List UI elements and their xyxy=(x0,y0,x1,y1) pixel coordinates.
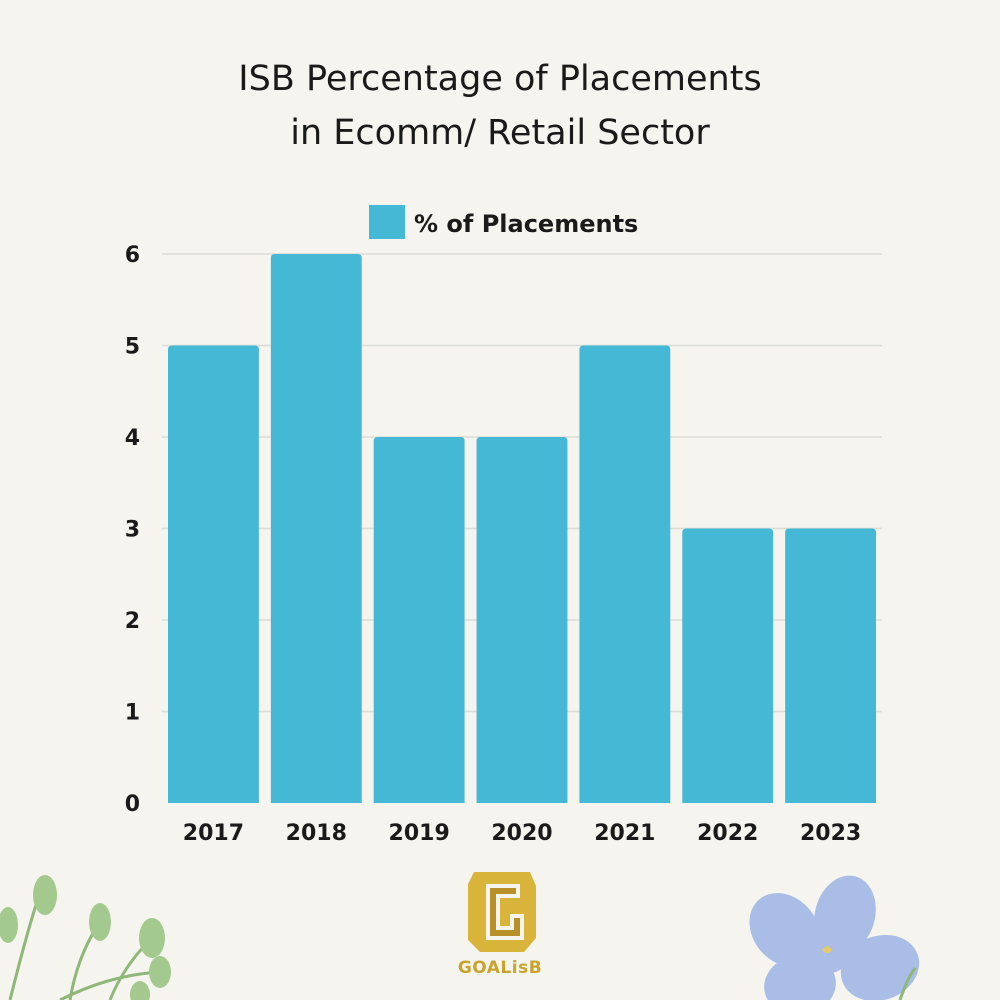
legend-label: % of Placements xyxy=(414,210,638,238)
y-tick-label: 3 xyxy=(125,518,140,543)
x-tick-label-2023: 2023 xyxy=(800,821,861,846)
y-tick-label: 1 xyxy=(125,701,140,726)
x-tick-label-2017: 2017 xyxy=(183,821,244,846)
y-tick-label: 4 xyxy=(125,426,140,451)
legend: % of Placements xyxy=(369,205,638,239)
x-tick-label-2021: 2021 xyxy=(594,821,655,846)
bar-2023 xyxy=(785,528,876,803)
bars xyxy=(168,254,876,803)
y-axis-ticks: 0 1 2 3 4 5 6 xyxy=(125,243,140,817)
bar-2021 xyxy=(579,345,671,803)
blue-flower-icon xyxy=(749,875,920,1000)
y-tick-label: 0 xyxy=(125,792,140,817)
x-tick-label-2019: 2019 xyxy=(389,821,450,846)
goalisb-logo-icon xyxy=(468,872,536,952)
x-tick-label-2020: 2020 xyxy=(491,821,552,846)
bar-2019 xyxy=(373,437,465,803)
bar-2017 xyxy=(168,345,259,803)
x-axis-ticks: 2017 2018 2019 2020 2021 2022 2023 xyxy=(183,821,861,846)
leafy-sprig-icon xyxy=(0,875,171,1000)
bar-2018 xyxy=(270,254,362,803)
logo-text: GOALisB xyxy=(457,958,543,978)
y-tick-label: 6 xyxy=(125,243,140,268)
chart-title: ISB Percentage of Placements in Ecomm/ R… xyxy=(0,52,1000,160)
bar-2022 xyxy=(682,528,774,803)
chart-title-line-1: ISB Percentage of Placements xyxy=(238,59,762,99)
x-tick-label-2022: 2022 xyxy=(697,821,758,846)
bar-2020 xyxy=(476,437,568,803)
y-tick-label: 2 xyxy=(125,609,140,634)
legend-swatch xyxy=(369,205,405,239)
chart-title-line-2: in Ecomm/ Retail Sector xyxy=(290,113,710,153)
y-tick-label: 5 xyxy=(125,335,140,360)
x-tick-label-2018: 2018 xyxy=(286,821,347,846)
